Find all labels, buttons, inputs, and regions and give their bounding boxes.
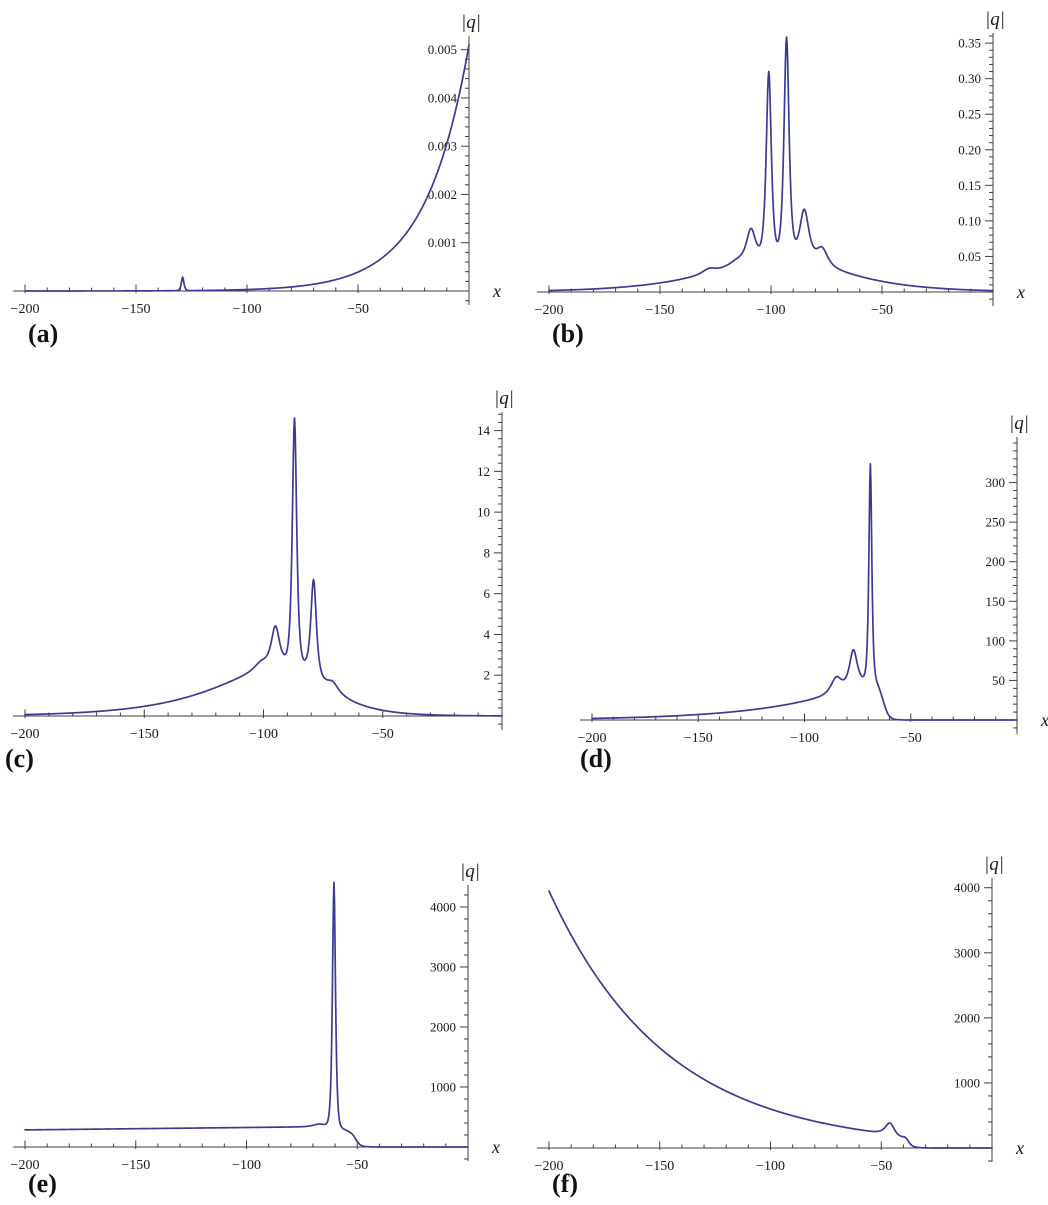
x-axis-title: x (1016, 282, 1025, 302)
x-tick-label: −100 (757, 303, 786, 318)
x-tick-label: −200 (11, 727, 40, 742)
curve-d (591, 463, 1018, 721)
y-tick-label: 1000 (954, 1075, 980, 1090)
y-tick-label: 0.002 (428, 187, 457, 202)
x-tick-label: −100 (232, 1158, 261, 1173)
curve-f (548, 890, 993, 1149)
panel-d-letter: (d) (580, 744, 612, 773)
panel-f: (f) −200 −150 −100 −50 1000 2000 3000 4000 |q| x (524, 780, 1048, 1205)
y-tick-label: 4000 (430, 900, 456, 915)
panel-e-letter: (e) (28, 1169, 57, 1198)
x-tick-label: −100 (233, 302, 262, 317)
x-tick-label: −50 (372, 727, 394, 742)
y-tick-label: 150 (986, 594, 1006, 609)
y-tick-label: 0.005 (428, 42, 457, 57)
y-tick-label: 8 (484, 545, 491, 560)
curve-c (24, 417, 503, 717)
y-tick-label: 0.25 (958, 107, 981, 122)
panel-f-letter: (f) (552, 1169, 578, 1198)
chart-d: −200 −150 −100 −50 50 100 150 200 250 300 |q| x (578, 413, 1048, 746)
y-tick-label: 2000 (430, 1020, 456, 1035)
chart-b: −200 −150 −100 −50 0.05 0.10 0.15 0.20 0.25 0.30 0… (535, 9, 1025, 318)
y-tick-label: 0.10 (958, 213, 981, 228)
x-tick-label: −200 (11, 1158, 40, 1173)
y-tick-label: 3000 (954, 945, 980, 960)
y-axis-title: |q| (461, 12, 481, 33)
panel-a-letter: (a) (28, 319, 59, 348)
y-axis-title: |q| (1009, 413, 1029, 434)
y-tick-label: 14 (477, 423, 491, 438)
axes-c (13, 412, 503, 730)
y-tick-label: 3000 (430, 960, 456, 975)
y-tick-label: 200 (986, 554, 1006, 569)
x-tick-label: −50 (871, 303, 893, 318)
x-axis-title: x (491, 1137, 500, 1157)
y-tick-label: 300 (986, 475, 1006, 490)
x-tick-label: −150 (122, 302, 151, 317)
x-tick-label: −100 (790, 731, 819, 746)
panel-b-letter: (b) (552, 319, 584, 348)
x-tick-label: −150 (684, 731, 713, 746)
y-tick-label: 4 (484, 627, 491, 642)
x-tick-label: −200 (535, 1159, 564, 1174)
x-tick-label: −200 (535, 303, 564, 318)
chart-e: −200 −150 −100 −50 1000 2000 3000 4000 |q| x (11, 861, 500, 1173)
x-tick-label: −100 (756, 1159, 785, 1174)
y-tick-label: 0.35 (958, 36, 981, 51)
x-tick-label: −50 (346, 1158, 368, 1173)
x-axis-title: x (492, 281, 501, 301)
chart-f: −200 −150 −100 −50 1000 2000 3000 4000 |q| x (535, 854, 1024, 1174)
y-tick-label: 0.001 (428, 235, 457, 250)
y-tick-label: 2000 (954, 1010, 980, 1025)
panel-a: (a) −200 −150 −100 −50 0.001 0.002 0.003 0.004 0… (0, 0, 524, 355)
x-tick-label: −150 (645, 1159, 674, 1174)
x-tick-label: −150 (130, 727, 159, 742)
curve-a (24, 43, 470, 292)
y-tick-label: 0.003 (428, 139, 457, 154)
x-tick-label: −50 (347, 302, 369, 317)
y-tick-label: 0.004 (428, 90, 458, 105)
y-tick-label: 0.20 (958, 142, 981, 157)
y-axis-title: |q| (460, 861, 480, 882)
axes-e (13, 885, 469, 1161)
axes-b (537, 33, 994, 306)
y-tick-label: 12 (477, 464, 490, 479)
y-tick-label: 6 (484, 586, 491, 601)
curve-e (24, 881, 469, 1148)
axes-d (580, 437, 1018, 734)
x-tick-label: −150 (646, 303, 675, 318)
curve-b (548, 36, 994, 292)
x-tick-label: −50 (900, 731, 922, 746)
y-tick-label: 0.05 (958, 249, 981, 264)
x-axis-title: x (1040, 710, 1048, 730)
y-tick-label: 0.30 (958, 71, 981, 86)
y-tick-label: 100 (986, 633, 1006, 648)
y-tick-label: 50 (992, 673, 1005, 688)
panel-b: (b) −200 −150 −100 −50 0.05 0.10 0.15 0.20 0.25 0… (524, 0, 1048, 355)
y-axis-title: |q| (985, 9, 1005, 30)
panel-e: (e) −200 −150 −100 −50 1000 2000 3000 4000 |q| x (0, 780, 524, 1205)
y-tick-label: 250 (986, 515, 1006, 530)
chart-a: −200 −150 −100 −50 0.001 0.002 0.003 0.004 0.005… (11, 12, 501, 317)
x-axis-title: x (1015, 1138, 1024, 1158)
axes-f (537, 878, 993, 1162)
y-axis-title: |q| (494, 388, 514, 409)
axes-a (13, 36, 470, 305)
y-tick-label: 10 (477, 505, 490, 520)
y-tick-label: 2 (484, 668, 491, 683)
x-tick-label: −200 (578, 731, 607, 746)
y-tick-label: 4000 (954, 880, 980, 895)
y-tick-label: 1000 (430, 1080, 456, 1095)
panel-c-letter: (c) (5, 744, 34, 773)
x-tick-label: −150 (121, 1158, 150, 1173)
x-tick-label: −50 (870, 1159, 892, 1174)
panel-d: (d) −200 −150 −100 −50 50 100 150 200 250 300 |q| x (524, 355, 1048, 780)
y-tick-label: 0.15 (958, 178, 981, 193)
x-tick-label: −100 (249, 727, 278, 742)
y-axis-title: |q| (984, 854, 1004, 875)
x-tick-label: −200 (11, 302, 40, 317)
